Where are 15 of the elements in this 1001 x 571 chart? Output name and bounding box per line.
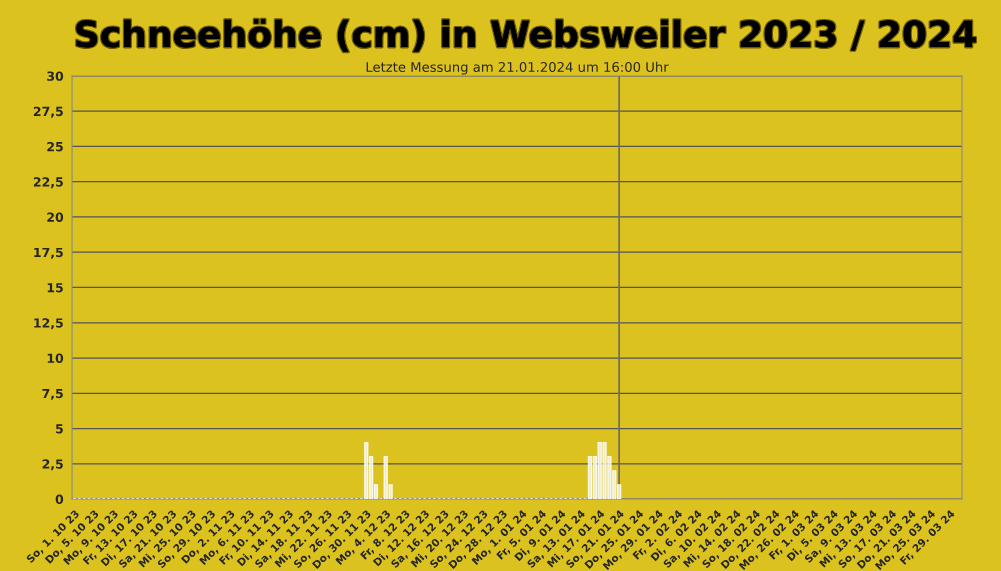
- chart-title: Schneehöhe (cm) in Websweiler 2023 / 2024: [76, 19, 976, 52]
- y-tick-label: 5: [56, 424, 63, 434]
- y-tick-label: 10: [47, 353, 64, 363]
- y-tick-label: 25: [47, 141, 63, 152]
- y-tick-label: 20: [47, 212, 64, 222]
- chart-subtitle: Letzte Messung am 21.01.2024 um 16:00 Uhr: [366, 61, 669, 75]
- y-tick-label: 12,5: [34, 318, 63, 330]
- y-tick-label: 17,5: [34, 247, 63, 259]
- y-tick-label: 30: [47, 71, 64, 81]
- y-tick-label: 27,5: [33, 106, 63, 118]
- y-tick-label: 22,5: [33, 177, 63, 189]
- y-tick-label: 7,5: [42, 388, 63, 400]
- y-tick-label: 15: [47, 283, 63, 293]
- y-tick-label: 0: [55, 494, 64, 504]
- y-tick-label: 2,5: [42, 459, 63, 471]
